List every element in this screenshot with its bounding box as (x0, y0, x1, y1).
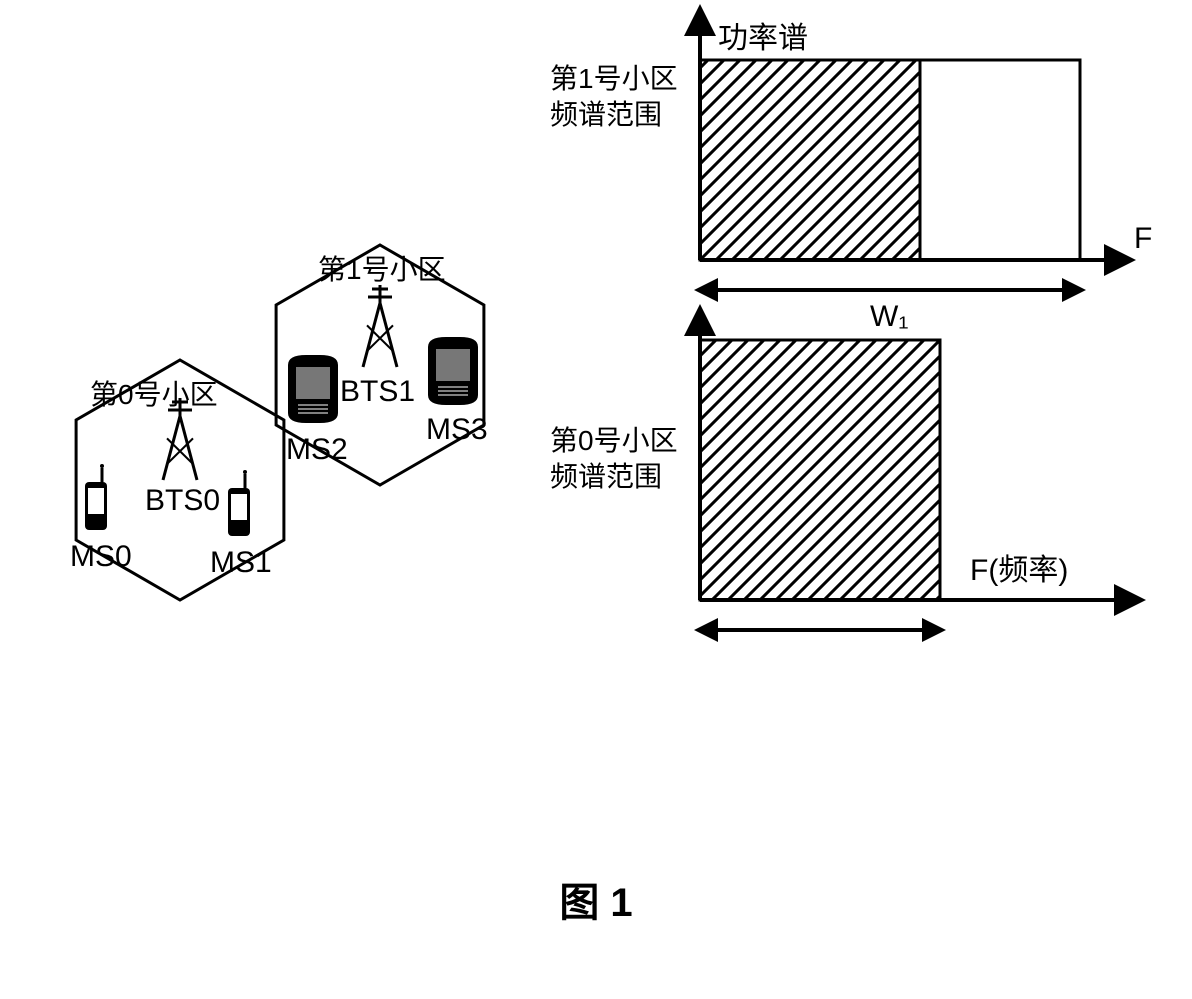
lower-f-label: F(频率) (970, 554, 1068, 587)
figure-label: 图 1 (0, 870, 1192, 928)
w1-label: W₁ (870, 300, 908, 333)
ms1-icon (228, 470, 250, 536)
cell1-spectrum-extent (920, 60, 1080, 260)
bts1-label: BTS1 (340, 375, 415, 408)
ms1-label: MS1 (210, 546, 272, 579)
bts1-icon (363, 285, 397, 367)
ms0-label: MS0 (70, 540, 132, 573)
cell0-title: 第0号小区 (90, 379, 218, 410)
ms0-icon (85, 464, 107, 530)
bts0-label: BTS0 (145, 484, 220, 517)
diagram-root: 第0号小区 BTS0 MS0 MS1 第1号小区 BTS1 MS2 MS3 W₁ 功率谱 F 第1号小… (0, 0, 1192, 999)
cell1-spectrum-label: 第1号小区频谱范围 (550, 63, 678, 130)
cell1-spectrum-block (700, 60, 920, 260)
cell0-spectrum-block (700, 340, 940, 600)
y-axis-title: 功率谱 (718, 22, 808, 55)
ms2-label: MS2 (286, 433, 348, 466)
cell0-spectrum-label: 第0号小区频谱范围 (550, 425, 678, 492)
cell1-title: 第1号小区 (318, 254, 446, 285)
ms2-icon (288, 355, 338, 423)
ms3-icon (428, 337, 478, 405)
upper-f-label: F (1134, 222, 1152, 255)
bts0-icon (163, 398, 197, 480)
ms3-label: MS3 (426, 413, 488, 446)
